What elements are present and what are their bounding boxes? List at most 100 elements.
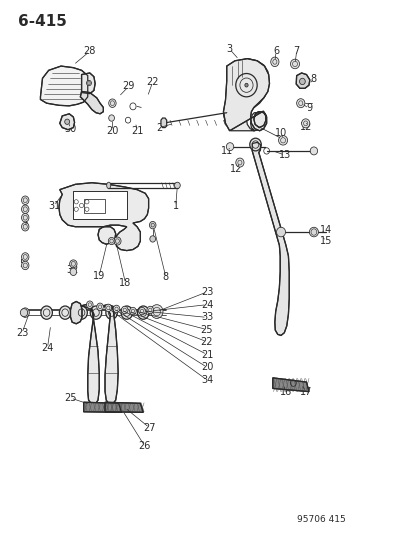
Ellipse shape [121, 306, 132, 319]
Text: 8: 8 [310, 74, 316, 84]
Ellipse shape [244, 83, 247, 87]
Polygon shape [105, 402, 143, 413]
Text: 25: 25 [200, 325, 213, 335]
Text: 10: 10 [274, 128, 287, 138]
Text: 30: 30 [64, 124, 76, 134]
Text: 27: 27 [143, 423, 155, 433]
Ellipse shape [137, 306, 149, 319]
Ellipse shape [21, 253, 29, 261]
Text: 95706 415: 95706 415 [297, 515, 345, 524]
Ellipse shape [138, 308, 145, 315]
Text: 12: 12 [229, 164, 241, 174]
Text: 20: 20 [200, 362, 213, 372]
Text: 28: 28 [83, 46, 96, 56]
Polygon shape [223, 59, 268, 131]
Ellipse shape [270, 57, 278, 67]
Ellipse shape [235, 158, 243, 167]
Ellipse shape [106, 306, 117, 319]
Ellipse shape [69, 260, 77, 268]
Ellipse shape [309, 227, 318, 237]
Ellipse shape [21, 196, 29, 205]
Ellipse shape [86, 80, 91, 86]
Text: 18: 18 [119, 278, 131, 288]
Ellipse shape [21, 222, 29, 231]
Ellipse shape [150, 305, 163, 318]
Text: 8: 8 [162, 272, 169, 282]
Polygon shape [161, 118, 166, 127]
Text: 26: 26 [138, 441, 150, 451]
Text: 16: 16 [279, 386, 292, 397]
Text: 13: 13 [278, 150, 291, 160]
Ellipse shape [21, 205, 29, 214]
Text: 4: 4 [22, 222, 28, 232]
Text: 22: 22 [200, 337, 213, 347]
Ellipse shape [149, 221, 156, 229]
Text: 31: 31 [48, 201, 60, 211]
Text: 24: 24 [41, 343, 54, 353]
Ellipse shape [278, 135, 287, 145]
Text: 23: 23 [200, 287, 213, 297]
Ellipse shape [86, 301, 93, 309]
Ellipse shape [97, 303, 103, 311]
Ellipse shape [108, 237, 115, 245]
Ellipse shape [105, 304, 112, 312]
Text: 23: 23 [16, 328, 28, 338]
Ellipse shape [109, 115, 114, 121]
Ellipse shape [276, 227, 285, 237]
Ellipse shape [309, 147, 317, 155]
Ellipse shape [109, 99, 116, 108]
Text: 21: 21 [131, 126, 144, 136]
Text: 33: 33 [200, 312, 213, 322]
Bar [73, 191, 126, 219]
Ellipse shape [114, 237, 121, 245]
Text: 15: 15 [319, 236, 332, 246]
Bar [73, 191, 126, 219]
Ellipse shape [64, 119, 69, 124]
Text: 9: 9 [305, 103, 311, 114]
Polygon shape [83, 402, 121, 413]
Polygon shape [81, 305, 99, 405]
Polygon shape [272, 378, 308, 392]
Bar [83, 199, 105, 214]
Polygon shape [80, 92, 103, 114]
Text: 1: 1 [172, 201, 178, 211]
Text: 14: 14 [319, 225, 332, 236]
Ellipse shape [20, 309, 28, 317]
Polygon shape [223, 59, 269, 131]
Text: 21: 21 [200, 350, 213, 360]
Text: 17: 17 [299, 386, 311, 397]
Text: 5: 5 [19, 259, 26, 269]
Text: 29: 29 [122, 81, 135, 91]
Ellipse shape [129, 308, 136, 315]
Text: 34: 34 [200, 375, 213, 385]
Text: 11: 11 [220, 146, 232, 156]
Ellipse shape [150, 236, 155, 242]
Polygon shape [70, 302, 82, 324]
Ellipse shape [174, 182, 180, 189]
Polygon shape [103, 305, 118, 405]
Ellipse shape [299, 78, 304, 85]
Text: 6: 6 [272, 46, 278, 56]
Ellipse shape [70, 268, 76, 276]
Polygon shape [252, 142, 289, 335]
Text: 2: 2 [156, 123, 162, 133]
Polygon shape [59, 183, 148, 251]
Text: 12: 12 [299, 122, 311, 132]
Ellipse shape [301, 119, 309, 128]
Ellipse shape [41, 306, 52, 319]
Ellipse shape [113, 305, 119, 313]
Ellipse shape [21, 261, 29, 270]
Ellipse shape [290, 59, 299, 69]
Text: 22: 22 [146, 77, 159, 87]
Ellipse shape [226, 143, 233, 151]
Text: 24: 24 [200, 300, 213, 310]
Ellipse shape [107, 182, 111, 189]
Text: 6-415: 6-415 [18, 13, 66, 28]
Ellipse shape [76, 306, 87, 319]
Ellipse shape [121, 306, 128, 314]
Ellipse shape [21, 308, 29, 317]
Ellipse shape [90, 306, 102, 319]
Text: 19: 19 [93, 271, 105, 280]
Ellipse shape [59, 306, 71, 319]
Text: 3: 3 [226, 44, 232, 54]
